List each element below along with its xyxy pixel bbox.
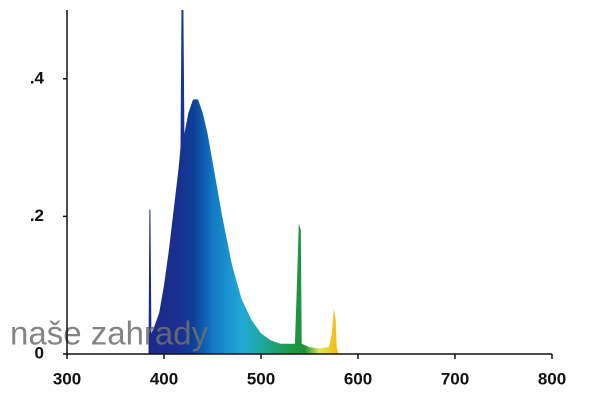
- watermark: naše zahrady: [10, 315, 209, 352]
- y-tick-label: 0: [35, 343, 44, 362]
- x-tick-label: 300: [53, 369, 81, 388]
- y-tick-label: .2: [30, 206, 44, 225]
- x-tick-label: 400: [150, 369, 178, 388]
- x-tick-label: 700: [441, 369, 469, 388]
- spectrum-area: [148, 10, 339, 354]
- x-tick-label: 600: [344, 369, 372, 388]
- x-tick-label: 800: [538, 369, 566, 388]
- x-tick-label: 500: [247, 369, 275, 388]
- y-tick-label: .4: [30, 68, 45, 87]
